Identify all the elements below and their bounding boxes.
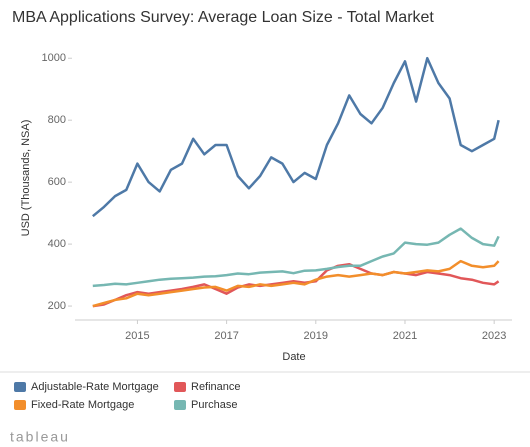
legend-label: Fixed-Rate Mortgage <box>31 399 134 411</box>
legend-swatch <box>174 382 186 392</box>
footer-logo: tableau <box>10 429 70 442</box>
legend-swatch <box>14 400 26 410</box>
legend-label: Adjustable-Rate Mortgage <box>31 381 159 393</box>
chart-title: MBA Applications Survey: Average Loan Si… <box>12 9 434 26</box>
series-line <box>92 56 500 218</box>
x-tick-label: 2023 <box>482 330 506 342</box>
legend-label: Refinance <box>191 381 241 393</box>
legend-swatch <box>14 382 26 392</box>
y-axis-label: USD (Thousands, NSA) <box>20 120 32 237</box>
x-tick-label: 2019 <box>304 330 328 342</box>
x-tick-label: 2021 <box>393 330 417 342</box>
y-tick-label: 600 <box>48 176 66 188</box>
legend-label: Purchase <box>191 399 237 411</box>
y-tick-label: 200 <box>48 300 66 312</box>
y-tick-label: 400 <box>48 238 66 250</box>
series-line <box>92 259 500 308</box>
y-tick-label: 1000 <box>42 52 66 64</box>
legend-swatch <box>174 400 186 410</box>
y-tick-label: 800 <box>48 114 66 126</box>
series-line <box>92 262 500 308</box>
x-tick-label: 2017 <box>214 330 238 342</box>
series-line <box>92 227 500 288</box>
x-axis-label: Date <box>282 351 305 363</box>
x-tick-label: 2015 <box>125 330 149 342</box>
